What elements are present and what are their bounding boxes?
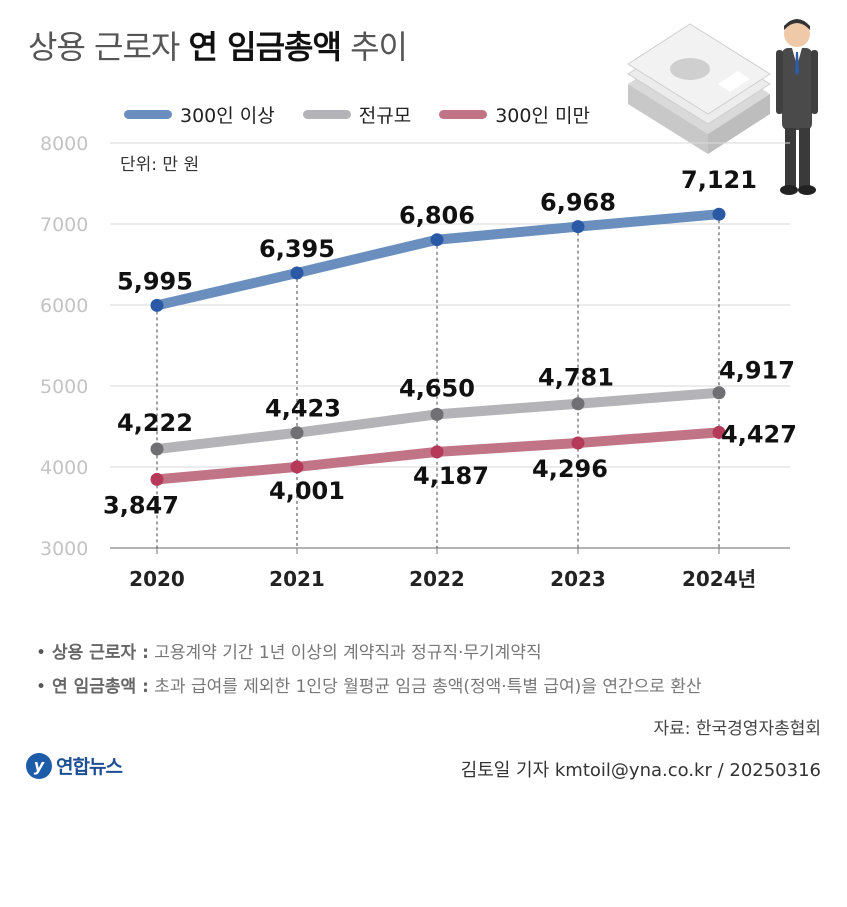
logo-mark-icon: y bbox=[26, 752, 52, 779]
data-label: 7,121 bbox=[681, 166, 757, 194]
note-term: 연 임금총액 : bbox=[52, 677, 149, 697]
data-point bbox=[150, 298, 164, 312]
data-label: 4,781 bbox=[538, 364, 614, 392]
legend-item-all: 전규모 bbox=[302, 101, 412, 128]
x-tick-label: 2023 bbox=[550, 567, 606, 591]
legend-swatch-large bbox=[124, 109, 172, 119]
y-tick-label: 8000 bbox=[40, 133, 88, 155]
y-tick-label: 4000 bbox=[40, 457, 88, 479]
data-label: 4,423 bbox=[265, 395, 341, 423]
y-tick-label: 6000 bbox=[40, 295, 88, 317]
data-label: 5,995 bbox=[117, 267, 193, 295]
chart-title: 상용 근로자 연 임금총액 추이 bbox=[28, 22, 408, 68]
data-point bbox=[150, 472, 164, 486]
title-light: 상용 근로자 bbox=[28, 28, 180, 66]
legend-item-small: 300인 미만 bbox=[439, 101, 590, 128]
data-point bbox=[290, 426, 304, 440]
data-point bbox=[430, 233, 444, 247]
y-tick-label: 5000 bbox=[40, 376, 88, 398]
data-label: 4,650 bbox=[399, 374, 475, 402]
legend-label-all: 전규모 bbox=[358, 104, 412, 127]
data-point bbox=[712, 386, 726, 400]
data-point bbox=[290, 460, 304, 474]
y-tick-label: 7000 bbox=[40, 214, 88, 236]
bullet: • bbox=[36, 677, 47, 697]
data-label: 4,001 bbox=[269, 477, 345, 505]
legend-item-large: 300인 이상 bbox=[124, 101, 275, 128]
reporter-credit: 김토일 기자 kmtoil@yna.co.kr / 20250316 bbox=[460, 760, 821, 781]
y-tick-label: 3000 bbox=[40, 538, 88, 560]
data-label: 6,806 bbox=[399, 202, 475, 230]
data-label: 6,395 bbox=[259, 235, 335, 263]
x-tick-label: 2020 bbox=[129, 567, 185, 591]
title-bold: 연 임금총액 bbox=[188, 28, 342, 66]
data-point bbox=[712, 207, 726, 221]
data-label: 4,222 bbox=[117, 409, 193, 437]
data-point bbox=[571, 436, 585, 450]
legend: 300인 이상 전규모 300인 미만 bbox=[124, 100, 590, 128]
note-definition-workers: • 상용 근로자 : 고용계약 기간 1년 이상의 계약직과 정규직·무기계약직 bbox=[36, 636, 702, 670]
illustration bbox=[627, 19, 818, 195]
data-label: 4,917 bbox=[719, 357, 795, 385]
data-point bbox=[290, 266, 304, 280]
data-point bbox=[430, 445, 444, 459]
legend-swatch-all bbox=[302, 109, 351, 119]
data-label: 6,968 bbox=[540, 189, 616, 217]
note-term: 상용 근로자 : bbox=[52, 643, 149, 663]
x-tick-label: 2021 bbox=[269, 567, 325, 591]
notes: • 상용 근로자 : 고용계약 기간 1년 이상의 계약직과 정규직·무기계약직 … bbox=[36, 636, 702, 704]
data-point bbox=[430, 407, 444, 421]
data-point bbox=[571, 220, 585, 234]
businessman-icon bbox=[776, 19, 818, 195]
data-label: 3,847 bbox=[103, 491, 179, 519]
logo-text: 연합뉴스 bbox=[56, 756, 123, 778]
note-text: 초과 급여를 제외한 1인당 월평균 임금 총액(정액·특별 급여)을 연간으로… bbox=[154, 677, 702, 697]
source-label: 자료: 한국경영자총협회 bbox=[653, 719, 821, 739]
data-point bbox=[150, 442, 164, 456]
data-label: 4,187 bbox=[413, 462, 489, 490]
title-suffix: 추이 bbox=[350, 28, 408, 66]
bullet: • bbox=[36, 643, 47, 663]
unit-label: 단위: 만 원 bbox=[120, 155, 200, 175]
note-text: 고용계약 기간 1년 이상의 계약직과 정규직·무기계약직 bbox=[154, 643, 542, 663]
note-definition-wage: • 연 임금총액 : 초과 급여를 제외한 1인당 월평균 임금 총액(정액·특별… bbox=[36, 670, 702, 704]
yonhap-logo: y 연합뉴스 bbox=[26, 752, 123, 779]
data-label: 4,296 bbox=[532, 455, 608, 483]
line-chart: 3000 4000 5000 6000 7000 8000 2020 2021 2022 2023… bbox=[40, 133, 797, 591]
data-point bbox=[571, 397, 585, 411]
legend-label-small: 300인 미만 bbox=[495, 104, 590, 127]
data-label: 4,427 bbox=[721, 420, 797, 448]
legend-label-large: 300인 이상 bbox=[180, 104, 275, 127]
x-tick-label: 2024년 bbox=[682, 567, 756, 591]
data-point bbox=[712, 425, 726, 439]
legend-swatch-small bbox=[439, 109, 488, 119]
x-tick-label: 2022 bbox=[409, 567, 465, 591]
money-stack-icon bbox=[627, 23, 771, 154]
